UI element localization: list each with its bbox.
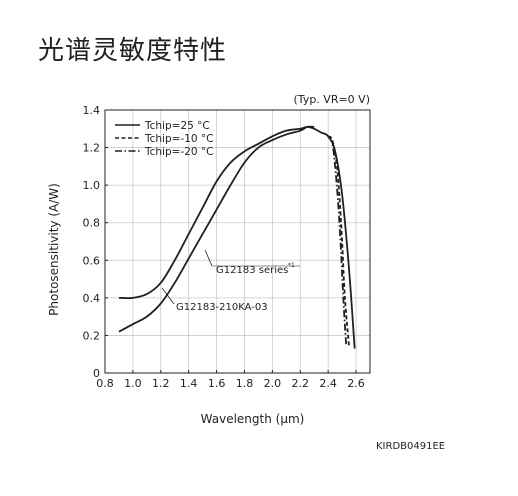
y-tick-label: 0.8 [83,217,101,230]
y-tick-label: 1.0 [83,179,101,192]
figure-id: KIRDB0491EE [376,441,446,452]
y-tick-label: 1.4 [83,104,101,117]
x-axis-label: Wavelength (μm) [201,412,305,426]
x-tick-label: 1.2 [152,377,170,390]
condition-note: (Typ. VR=0 V) [294,93,370,106]
x-tick-label: 2.0 [264,377,282,390]
y-tick-label: 0 [93,367,100,380]
x-tick-label: 1.6 [208,377,226,390]
x-tick-label: 1.8 [236,377,254,390]
labels: Wavelength (μm) Photosensitivity (A/W) (Ty… [47,93,370,426]
x-tick-label: 1.4 [180,377,198,390]
x-tick-label: 2.2 [292,377,310,390]
y-tick-label: 0.2 [83,329,101,342]
series-line-3 [327,135,350,347]
legend-label: Tchip=-20 °C [144,146,214,158]
x-tick-label: 2.6 [347,377,365,390]
series-line-2 [118,125,315,333]
y-tick-label: 1.2 [83,142,101,155]
x-tick-label: 2.4 [319,377,337,390]
y-tick-label: 0.4 [83,292,101,305]
x-tick-label: 0.8 [96,377,114,390]
series-group [118,125,356,349]
x-tick-label: 1.0 [124,377,142,390]
y-tick-label: 0.6 [83,254,101,267]
page-title: 光谱灵敏度特性 [38,36,228,66]
series-line-1 [118,126,356,349]
annotation-g12183-210ka-03: G12183-210KA-03 [176,302,268,313]
series-line-4 [327,135,348,347]
legend-label: Tchip=25 °C [144,120,210,132]
annotation-superscript: *1 [288,262,295,269]
plot-frame [104,109,371,374]
axes: 0.8 1.0 1.2 1.4 1.6 1.8 2.0 2.2 2.4 2.6 0 0.2 0.4 0.6… [83,104,371,390]
annotation-g12183-series: G12183 series [216,265,288,276]
y-axis-label: Photosensitivity (A/W) [47,183,61,316]
annotation-leader-line [161,287,175,305]
annotation-leader-line [204,249,213,267]
legend-label: Tchip=-10 °C [144,133,214,145]
